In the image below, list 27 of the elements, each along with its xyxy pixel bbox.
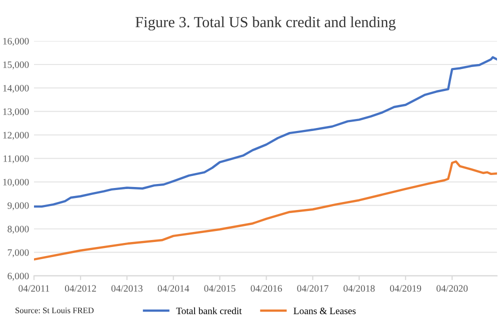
x-tick-label: 04/2020 xyxy=(436,285,468,292)
line-series xyxy=(34,160,497,261)
x-tick-label: 04/2012 xyxy=(64,285,96,292)
x-tick-label: 04/2013 xyxy=(111,285,143,292)
x-tick-label: 04/2011 xyxy=(18,285,50,292)
y-tick-label: 9,000 xyxy=(8,202,29,210)
y-tick-label: 6,000 xyxy=(8,272,29,281)
x-tick-label: 04/2018 xyxy=(344,285,375,292)
source-note: Source: St Louis FRED xyxy=(16,308,94,314)
y-tick-label: 10,000 xyxy=(3,178,29,187)
y-tick-label: 16,000 xyxy=(3,38,29,46)
y-tick-label: 8,000 xyxy=(8,226,29,234)
y-tick-label: 7,000 xyxy=(8,249,29,258)
x-tick-label: 04/2017 xyxy=(297,285,328,292)
y-tick-label: 15,000 xyxy=(3,61,29,70)
y-tick-label: 14,000 xyxy=(3,84,29,93)
line-series xyxy=(34,56,497,208)
legend-label: Total bank credit xyxy=(176,307,242,314)
legend-label: Loans & Leases xyxy=(294,308,356,314)
chart-title: Figure 3. Total US bank credit and lending xyxy=(136,16,396,30)
x-tick-label: 04/2015 xyxy=(204,285,236,292)
y-tick-label: 12,000 xyxy=(3,132,29,140)
x-tick-label: 04/2016 xyxy=(250,285,282,292)
y-tick-label: 11,000 xyxy=(4,155,29,164)
y-tick-label: 13,000 xyxy=(3,108,29,116)
x-tick-label: 04/2014 xyxy=(158,285,190,292)
x-tick-label: 04/2019 xyxy=(390,285,422,292)
